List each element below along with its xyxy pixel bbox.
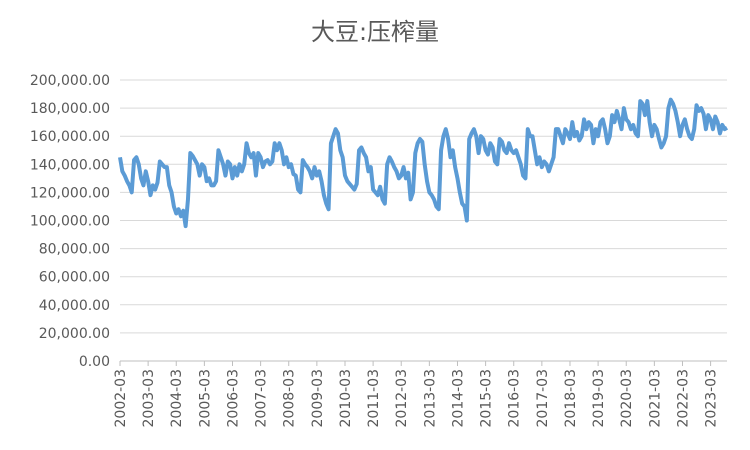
- x-tick-label: 2014-03: [450, 369, 466, 428]
- x-tick-label: 2023-03: [704, 369, 720, 428]
- x-tick-label: 2012-03: [394, 369, 410, 428]
- x-tick-label: 2015-03: [479, 369, 495, 428]
- x-tick-label: 2022-03: [675, 369, 691, 428]
- y-tick-label: 180,000.00: [30, 101, 110, 117]
- x-tick-label: 2013-03: [422, 369, 438, 428]
- x-tick-label: 2010-03: [338, 369, 354, 428]
- x-tick-label: 2002-03: [113, 369, 129, 428]
- x-tick-label: 2009-03: [310, 369, 326, 428]
- y-tick-label: 60,000.00: [39, 270, 110, 286]
- line-series: [118, 97, 729, 229]
- x-tick-label: 2007-03: [254, 369, 270, 428]
- y-tick-label: 20,000.00: [39, 326, 110, 342]
- y-tick-label: 80,000.00: [39, 242, 110, 258]
- x-tick-label: 2005-03: [197, 369, 213, 428]
- x-tick-label: 2004-03: [169, 369, 185, 428]
- y-tick-label: 40,000.00: [39, 298, 110, 314]
- y-tick-label: 200,000.00: [30, 73, 110, 89]
- x-tick-label: 2016-03: [507, 369, 523, 428]
- x-tick-label: 2021-03: [647, 369, 663, 428]
- x-tick-label: 2011-03: [366, 369, 382, 428]
- x-tick-label: 2008-03: [282, 369, 298, 428]
- x-tick-label: 2018-03: [563, 369, 579, 428]
- x-tick-label: 2020-03: [619, 369, 635, 428]
- y-tick-label: 160,000.00: [30, 129, 110, 145]
- x-tick-label: 2006-03: [225, 369, 241, 428]
- chart-title: 大豆:压榨量: [311, 18, 439, 46]
- y-tick-label: 0.00: [79, 354, 110, 370]
- y-tick-label: 100,000.00: [30, 214, 110, 230]
- y-tick-label: 120,000.00: [30, 185, 110, 201]
- y-tick-label: 140,000.00: [30, 157, 110, 173]
- x-tick-label: 2003-03: [141, 369, 157, 428]
- x-tick-label: 2017-03: [535, 369, 551, 428]
- x-tick-label: 2019-03: [591, 369, 607, 428]
